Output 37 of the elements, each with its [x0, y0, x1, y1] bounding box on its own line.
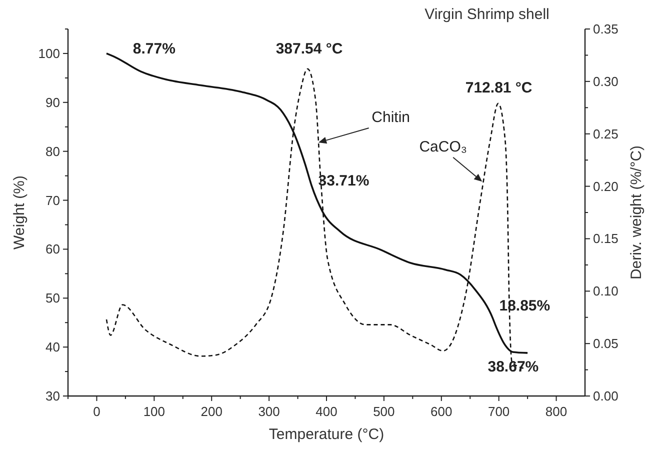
annotation: 387.54 °C	[276, 40, 343, 58]
y-tick-label: 100	[38, 46, 60, 61]
y2-tick-label: 0.15	[593, 231, 618, 246]
y-tick-label: 70	[46, 192, 60, 208]
annotation: 33.71%	[318, 172, 370, 190]
y2-tick-label: 0.25	[593, 126, 618, 142]
x-tick-label: 0	[93, 404, 100, 419]
y-tick-label: 80	[46, 144, 60, 159]
y2-tick-label: 0.10	[593, 284, 618, 299]
y2-tick-label: 0.05	[593, 336, 618, 352]
y-tick-label: 40	[46, 340, 60, 355]
chart-title: Virgin Shrimp shell	[424, 6, 550, 23]
y-tick-label: 60	[46, 242, 60, 257]
x-tick-label: 700	[488, 404, 510, 419]
x-tick-label: 800	[545, 404, 568, 419]
y2-axis-title: Deriv. weight (%/°C)	[628, 145, 645, 280]
y2-tick-label: 0.35	[593, 22, 618, 36]
y2-tick-label: 0.00	[593, 388, 618, 404]
y-tick-label: 90	[46, 94, 60, 110]
annotation: 38.67%	[488, 358, 539, 376]
x-tick-label: 600	[430, 404, 452, 419]
x-tick-label: 100	[143, 404, 166, 419]
y2-tick-label: 0.20	[593, 178, 618, 194]
y-tick-label: 30	[46, 388, 60, 404]
annotation: CaCO₃	[419, 138, 468, 156]
x-tick-label: 500	[373, 404, 395, 419]
y-axis-title: Weight (%)	[11, 176, 28, 250]
y-tick-label: 50	[46, 290, 60, 306]
annotation: Chitin	[372, 108, 410, 126]
x-tick-label: 400	[316, 404, 338, 419]
annotation: 18.85%	[499, 297, 550, 314]
annotation: 712.81 °C	[465, 80, 532, 97]
x-tick-label: 200	[200, 404, 222, 419]
annotation: 8.77%	[132, 40, 176, 58]
x-tick-label: 300	[258, 404, 280, 419]
x-axis-title: Temperature (°C)	[268, 426, 384, 443]
y2-tick-label: 0.30	[593, 74, 618, 89]
